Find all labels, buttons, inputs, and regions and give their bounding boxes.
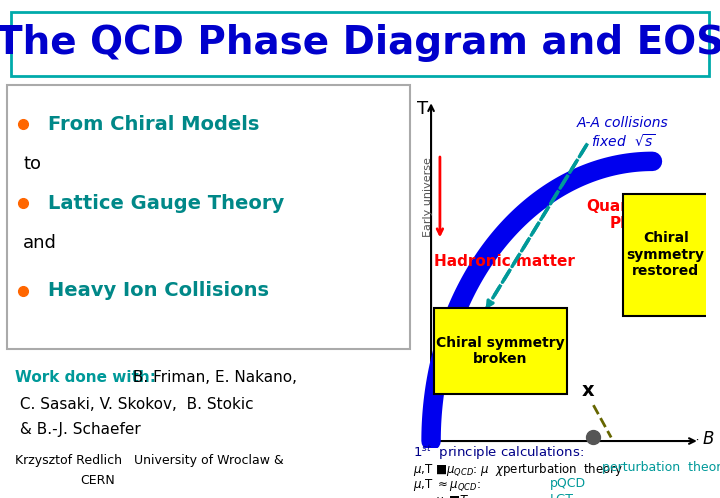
Text: The QCD Phase Diagram and EOS: The QCD Phase Diagram and EOS <box>0 24 720 62</box>
Text: perturbation  theory: perturbation theory <box>603 461 720 474</box>
Text: B. Friman, E. Nakano,: B. Friman, E. Nakano, <box>128 370 297 385</box>
Text: CERN: CERN <box>80 474 114 487</box>
Text: Hadronic matter: Hadronic matter <box>434 254 575 269</box>
Text: to: to <box>23 155 41 173</box>
Text: Chiral
symmetry
restored: Chiral symmetry restored <box>626 232 705 278</box>
Text: 1$^{st}$  principle calculations:: 1$^{st}$ principle calculations: <box>413 443 585 462</box>
Text: LGT: LGT <box>550 493 574 498</box>
Text: A-A collisions
fixed  $\sqrt{s}$: A-A collisions fixed $\sqrt{s}$ <box>577 116 669 149</box>
FancyBboxPatch shape <box>434 308 567 394</box>
Text: Work done with:: Work done with: <box>15 370 156 385</box>
FancyBboxPatch shape <box>11 12 709 76</box>
Text: Heavy Ion Collisions: Heavy Ion Collisions <box>48 281 269 300</box>
Text: $\dot{\ }$: $\dot{\ }$ <box>694 432 699 446</box>
Text: B: B <box>703 430 714 448</box>
Text: T: T <box>417 101 428 119</box>
Text: C. Sasaki, V. Skokov,  B. Stokic: C. Sasaki, V. Skokov, B. Stokic <box>15 397 254 412</box>
Text: Lattice Gauge Theory: Lattice Gauge Theory <box>48 194 284 213</box>
Text: $\mu$,T $\blacksquare\mu_{QCD}$: $\mu$  $\chi$perturbation  theory: $\mu$,T $\blacksquare\mu_{QCD}$: $\mu$ $… <box>413 461 624 478</box>
Text: Krzysztof Redlich   University of Wroclaw &: Krzysztof Redlich University of Wroclaw … <box>15 454 284 467</box>
Text: x: x <box>581 381 594 400</box>
Text: and: and <box>23 234 57 252</box>
Text: $\mu_q \blacksquare T$  :: $\mu_q \blacksquare T$ : <box>435 493 479 498</box>
Text: Early universe: Early universe <box>423 157 433 237</box>
Text: $\mu$,T $\approx\mu_{QCD}$:: $\mu$,T $\approx\mu_{QCD}$: <box>413 477 481 493</box>
Text: pQCD: pQCD <box>550 477 586 490</box>
Text: From Chiral Models: From Chiral Models <box>48 115 259 134</box>
FancyBboxPatch shape <box>623 194 708 316</box>
Text: & B.-J. Schaefer: & B.-J. Schaefer <box>15 422 141 437</box>
Text: Chiral symmetry
broken: Chiral symmetry broken <box>436 336 564 367</box>
FancyBboxPatch shape <box>7 85 410 349</box>
Text: Quark-Gluon
Plasma: Quark-Gluon Plasma <box>587 199 695 232</box>
